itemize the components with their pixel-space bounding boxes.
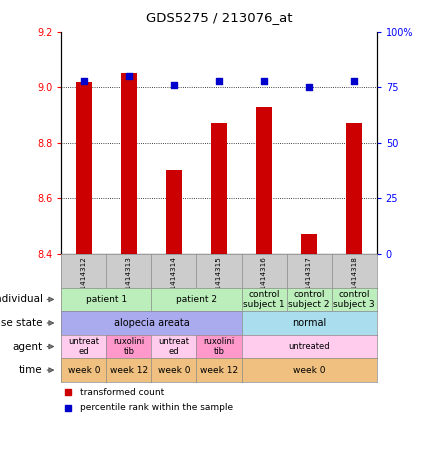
Text: control
subject 1: control subject 1 — [243, 290, 285, 309]
Point — [170, 82, 177, 89]
Text: week 0: week 0 — [67, 366, 100, 375]
Text: disease state: disease state — [0, 318, 42, 328]
Text: GSM1414317: GSM1414317 — [306, 256, 312, 305]
Point — [125, 72, 132, 80]
Text: GSM1414312: GSM1414312 — [81, 256, 87, 305]
Text: transformed count: transformed count — [80, 388, 165, 396]
Text: patient 2: patient 2 — [176, 295, 217, 304]
Bar — [76, 82, 92, 254]
Text: week 12: week 12 — [110, 366, 148, 375]
Text: week 12: week 12 — [200, 366, 238, 375]
Text: GDS5275 / 213076_at: GDS5275 / 213076_at — [146, 11, 292, 24]
Bar — [256, 106, 272, 254]
Text: percentile rank within the sample: percentile rank within the sample — [80, 404, 233, 412]
Bar — [346, 123, 362, 254]
Text: control
subject 3: control subject 3 — [333, 290, 375, 309]
Bar — [301, 234, 317, 254]
Text: week 0: week 0 — [293, 366, 325, 375]
Text: GSM1414315: GSM1414315 — [216, 256, 222, 305]
Point — [215, 77, 223, 84]
Point — [351, 77, 358, 84]
Text: ruxolini
tib: ruxolini tib — [203, 337, 235, 356]
Text: control
subject 2: control subject 2 — [288, 290, 330, 309]
Text: time: time — [19, 365, 42, 375]
Text: GSM1414318: GSM1414318 — [351, 256, 357, 305]
Text: week 0: week 0 — [158, 366, 190, 375]
Text: untreated: untreated — [288, 342, 330, 351]
Text: GSM1414313: GSM1414313 — [126, 256, 132, 305]
Text: agent: agent — [12, 342, 42, 352]
Text: alopecia areata: alopecia areata — [113, 318, 189, 328]
Text: normal: normal — [292, 318, 326, 328]
Point — [306, 83, 313, 91]
Text: untreat
ed: untreat ed — [68, 337, 99, 356]
Bar — [211, 123, 227, 254]
Point — [80, 77, 87, 84]
Bar — [166, 170, 182, 254]
Bar — [121, 73, 137, 254]
Text: ruxolini
tib: ruxolini tib — [113, 337, 145, 356]
Text: untreat
ed: untreat ed — [159, 337, 190, 356]
Text: individual: individual — [0, 294, 42, 304]
Text: patient 1: patient 1 — [86, 295, 127, 304]
Text: GSM1414316: GSM1414316 — [261, 256, 267, 305]
Point — [261, 77, 268, 84]
Text: GSM1414314: GSM1414314 — [171, 256, 177, 305]
